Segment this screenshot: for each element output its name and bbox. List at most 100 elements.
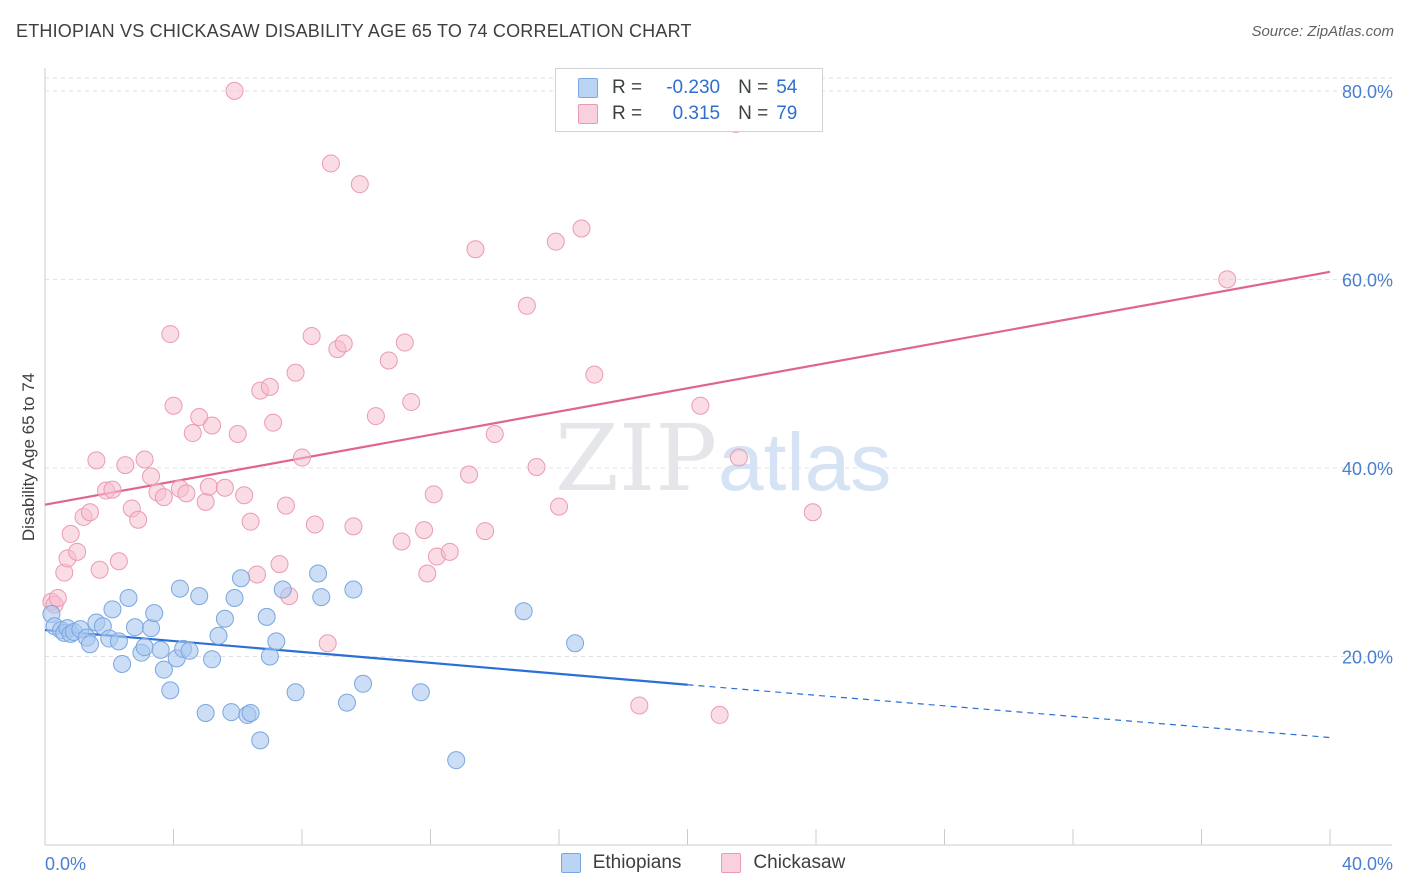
grid-layer xyxy=(45,77,1392,657)
data-point-chickasaw xyxy=(366,407,385,426)
data-point-chickasaw xyxy=(109,552,128,571)
data-point-chickasaw xyxy=(379,351,398,370)
data-point-chickasaw xyxy=(154,488,173,507)
data-point-chickasaw xyxy=(225,81,244,100)
data-point-ethiopians xyxy=(103,600,122,619)
data-point-chickasaw xyxy=(321,154,340,173)
data-point-chickasaw xyxy=(418,564,437,583)
data-point-chickasaw xyxy=(710,705,729,724)
data-point-ethiopians xyxy=(273,580,292,599)
point-layer xyxy=(42,81,1237,770)
legend-r-value: -0.230 xyxy=(666,77,721,98)
legend-label-chickasaw: Chickasaw xyxy=(753,852,846,873)
data-point-chickasaw xyxy=(270,555,289,574)
data-point-chickasaw xyxy=(135,450,154,469)
data-point-chickasaw xyxy=(585,365,604,384)
data-point-chickasaw xyxy=(485,424,504,443)
legend-swatch-chickasaw xyxy=(578,104,598,124)
trend-line-ethiopians xyxy=(44,628,688,686)
data-point-ethiopians xyxy=(267,632,286,651)
data-point-chickasaw xyxy=(161,325,180,344)
trend-layer xyxy=(44,270,1331,739)
legend-row-chickasaw: R = 0.315 N = 79 xyxy=(578,102,797,126)
data-point-chickasaw xyxy=(196,492,215,511)
legend-n-label: N = xyxy=(738,103,769,124)
data-point-ethiopians xyxy=(286,683,305,702)
data-point-chickasaw xyxy=(241,512,260,531)
data-point-ethiopians xyxy=(196,704,215,723)
data-point-chickasaw xyxy=(630,696,649,715)
legend-r-value: 0.315 xyxy=(672,103,721,124)
data-point-chickasaw xyxy=(415,521,434,540)
data-point-chickasaw xyxy=(305,515,324,534)
data-point-chickasaw xyxy=(392,532,411,551)
watermark-zip: ZIP xyxy=(555,405,717,512)
data-point-ethiopians xyxy=(125,618,144,637)
chart-title: ETHIOPIAN VS CHICKASAW DISABILITY AGE 65… xyxy=(16,21,692,41)
data-point-chickasaw xyxy=(235,486,254,505)
y-axis-label: Disability Age 65 to 74 xyxy=(19,373,38,541)
data-point-ethiopians xyxy=(309,564,328,583)
data-point-ethiopians xyxy=(447,751,466,770)
data-point-ethiopians xyxy=(222,703,241,722)
data-point-ethiopians xyxy=(312,588,331,607)
data-point-ethiopians xyxy=(119,589,138,608)
data-point-chickasaw xyxy=(318,634,337,653)
data-point-chickasaw xyxy=(302,326,321,345)
data-point-chickasaw xyxy=(424,485,443,504)
x-tick-label-end: 40.0% xyxy=(1342,854,1393,874)
data-point-chickasaw xyxy=(103,480,122,499)
legend-item-chickasaw[interactable]: Chickasaw xyxy=(721,852,845,874)
data-point-chickasaw xyxy=(190,408,209,427)
data-point-chickasaw xyxy=(183,424,202,443)
data-point-chickasaw xyxy=(286,363,305,382)
legend-swatch-chickasaw xyxy=(721,853,742,873)
data-point-ethiopians xyxy=(151,640,170,659)
data-point-ethiopians xyxy=(257,607,276,626)
watermark-atlas: atlas xyxy=(718,417,891,508)
data-point-ethiopians xyxy=(231,569,250,588)
legend-r-label: R = xyxy=(612,77,643,98)
data-point-ethiopians xyxy=(142,619,161,638)
data-point-chickasaw xyxy=(80,503,99,522)
data-point-chickasaw xyxy=(248,565,267,584)
data-point-ethiopians xyxy=(260,647,279,666)
data-point-chickasaw xyxy=(517,296,536,315)
data-point-chickasaw xyxy=(466,240,485,259)
data-point-chickasaw xyxy=(350,175,369,194)
legend-r-label: R = xyxy=(612,103,643,124)
data-point-chickasaw xyxy=(1218,270,1237,289)
data-point-chickasaw xyxy=(729,448,748,467)
data-point-ethiopians xyxy=(215,609,234,628)
data-point-chickasaw xyxy=(129,510,148,529)
data-point-ethiopians xyxy=(251,731,270,750)
data-point-ethiopians xyxy=(514,602,533,621)
data-point-chickasaw xyxy=(691,396,710,415)
y-tick-label: 40.0% xyxy=(1342,459,1393,479)
legend-item-ethiopians[interactable]: Ethiopians xyxy=(560,852,681,874)
data-point-chickasaw xyxy=(87,451,106,470)
data-point-chickasaw xyxy=(215,478,234,497)
data-point-ethiopians xyxy=(354,674,373,693)
data-point-ethiopians xyxy=(225,589,244,608)
legend-swatch-ethiopians xyxy=(578,78,598,98)
data-point-chickasaw xyxy=(293,448,311,467)
data-point-ethiopians xyxy=(135,638,154,657)
data-point-ethiopians xyxy=(80,635,99,654)
watermark: ZIP atlas xyxy=(555,405,891,512)
data-point-chickasaw xyxy=(203,416,222,435)
y-tick-label: 60.0% xyxy=(1342,270,1393,290)
data-point-chickasaw xyxy=(61,524,80,543)
data-point-chickasaw xyxy=(68,542,87,561)
data-point-chickasaw xyxy=(142,467,161,486)
data-point-chickasaw xyxy=(527,457,546,476)
data-point-ethiopians xyxy=(109,632,128,651)
data-point-chickasaw xyxy=(803,503,822,522)
data-point-ethiopians xyxy=(337,693,356,712)
data-point-chickasaw xyxy=(344,517,363,536)
data-point-chickasaw xyxy=(164,396,183,415)
data-point-chickasaw xyxy=(260,377,279,396)
data-point-chickasaw xyxy=(228,424,247,443)
data-point-chickasaw xyxy=(395,333,414,352)
